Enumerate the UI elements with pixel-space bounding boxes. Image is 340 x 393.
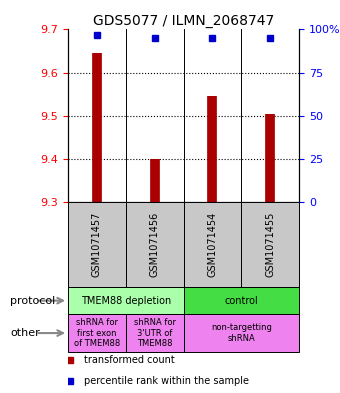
Bar (68, 287, 184, 314)
Text: transformed count: transformed count (84, 355, 175, 365)
Bar (68, 314, 126, 352)
Text: TMEM88 depletion: TMEM88 depletion (81, 296, 171, 306)
Text: GSM1071457: GSM1071457 (92, 212, 102, 277)
Text: shRNA for
3'UTR of
TMEM88: shRNA for 3'UTR of TMEM88 (134, 318, 176, 348)
Bar (184, 202, 241, 287)
Bar (184, 314, 299, 352)
Bar (68, 202, 126, 287)
Text: GSM1071456: GSM1071456 (150, 212, 160, 277)
Text: percentile rank within the sample: percentile rank within the sample (84, 376, 249, 386)
Bar (126, 202, 184, 287)
Bar (184, 287, 299, 314)
Text: GSM1071455: GSM1071455 (265, 212, 275, 277)
Bar (241, 202, 299, 287)
Text: other: other (10, 328, 40, 338)
Text: GSM1071454: GSM1071454 (207, 212, 218, 277)
Text: non-targetting
shRNA: non-targetting shRNA (211, 323, 272, 343)
Text: shRNA for
first exon
of TMEM88: shRNA for first exon of TMEM88 (74, 318, 120, 348)
Text: protocol: protocol (10, 296, 55, 306)
Bar (126, 314, 184, 352)
Text: control: control (224, 296, 258, 306)
Title: GDS5077 / ILMN_2068747: GDS5077 / ILMN_2068747 (93, 15, 274, 28)
